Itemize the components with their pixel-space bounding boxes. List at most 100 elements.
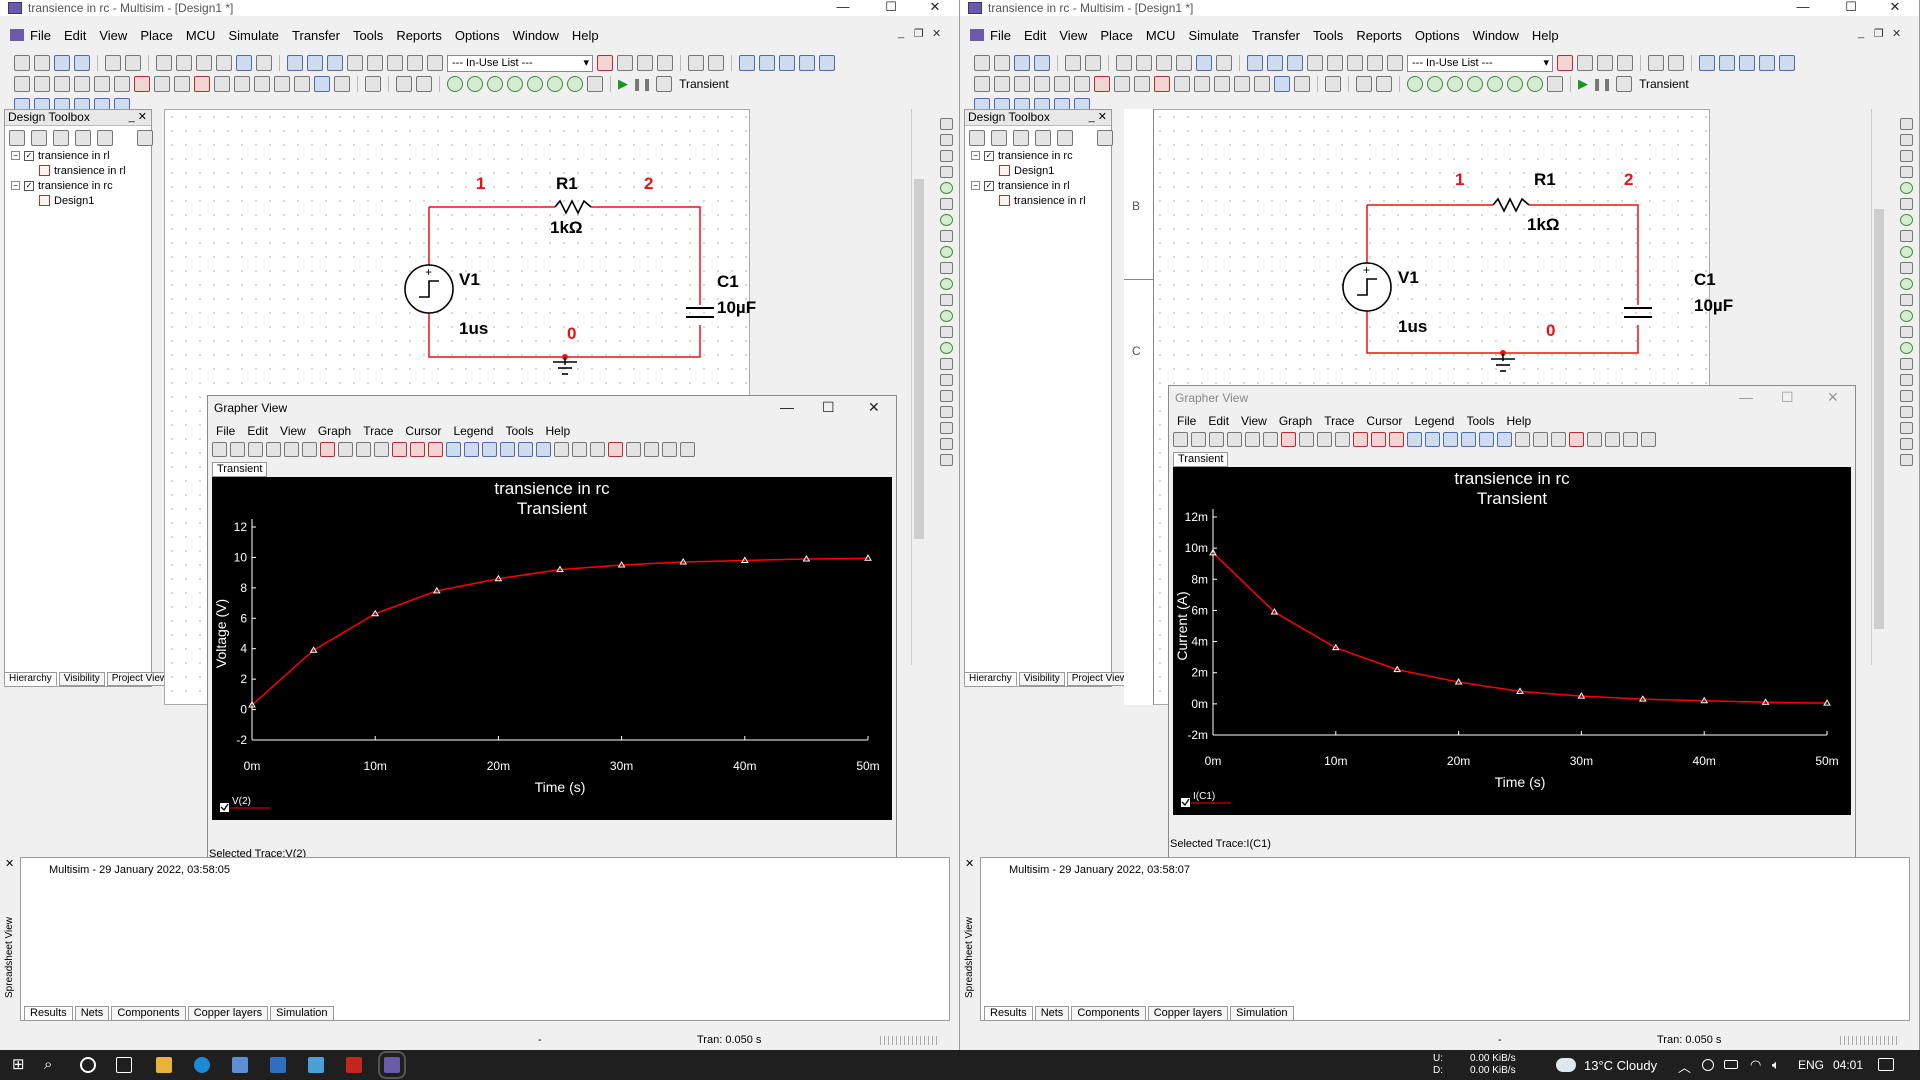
function-generator-icon[interactable] [939, 134, 953, 146]
open-icon[interactable] [1173, 432, 1188, 447]
grapher-menu-cursor[interactable]: Cursor [1366, 414, 1403, 428]
zoom-in-icon[interactable] [739, 55, 755, 71]
grapher-maximize-icon[interactable]: ☐ [822, 399, 835, 415]
zoom-sheet-icon[interactable] [799, 55, 815, 71]
overlay-traces-icon[interactable] [608, 442, 623, 457]
cursors-icon[interactable] [1317, 432, 1332, 447]
zoom-x-icon[interactable] [500, 442, 515, 457]
black-background-icon[interactable] [1335, 432, 1350, 447]
menu-simulate[interactable]: Simulate [1188, 27, 1240, 43]
grapher-menu-file[interactable]: File [216, 424, 236, 438]
misc-icon[interactable] [1214, 76, 1230, 92]
paste-icon[interactable] [1263, 432, 1278, 447]
oscilloscope-icon[interactable] [939, 166, 953, 178]
toolbox-settings-icon[interactable] [1097, 130, 1113, 146]
probe-reference-icon[interactable] [527, 76, 543, 92]
acrobat-icon[interactable] [346, 1057, 362, 1073]
grapher-menu-view[interactable]: View [280, 424, 306, 438]
bus-icon[interactable] [365, 76, 381, 92]
component-wizard-icon[interactable] [387, 55, 403, 71]
black-background-icon[interactable] [374, 442, 389, 457]
measurement-probe-icon[interactable] [939, 454, 953, 466]
ni-elvis-icon[interactable] [939, 422, 953, 434]
source-icon[interactable] [974, 76, 990, 92]
logic-converter-icon[interactable] [1899, 246, 1913, 258]
export-icon[interactable] [626, 442, 641, 457]
spreadsheet-close-icon[interactable]: ✕ [5, 858, 15, 870]
pan-icon[interactable] [1515, 432, 1530, 447]
tab-copper-layers[interactable]: Copper layers [187, 1006, 269, 1021]
tree-node[interactable]: Design1 [5, 193, 151, 208]
grapher-menu-cursor[interactable]: Cursor [405, 424, 442, 438]
power-icon[interactable] [234, 76, 250, 92]
grapher-minimize-icon[interactable]: — [780, 399, 794, 415]
tab-results[interactable]: Results [24, 1006, 73, 1021]
electrical-rules-icon[interactable] [1367, 55, 1383, 71]
open-sample-icon[interactable] [54, 55, 70, 71]
find-examples-icon[interactable] [688, 55, 704, 71]
menu-mcu[interactable]: MCU [185, 27, 216, 43]
wifi-icon[interactable]: ◠ [1750, 1057, 1762, 1072]
undo-icon[interactable] [1196, 55, 1212, 71]
probe-voltage-icon[interactable] [447, 76, 463, 92]
file-explorer-icon[interactable] [156, 1057, 172, 1073]
menu-help[interactable]: Help [1531, 27, 1559, 43]
zoom-out-icon[interactable] [759, 55, 775, 71]
tab-nets[interactable]: Nets [74, 1006, 110, 1021]
logic-converter-icon[interactable] [939, 246, 953, 258]
ni-components-icon[interactable] [1274, 76, 1290, 92]
run-simulation-icon[interactable]: ▶ [618, 76, 628, 91]
show-both-icon[interactable] [428, 442, 443, 457]
measurement-probe-icon[interactable] [1899, 454, 1913, 466]
new-icon[interactable] [974, 55, 990, 71]
probe-power-icon[interactable] [487, 76, 503, 92]
cloudy-weather-icon[interactable] [1556, 1058, 1576, 1072]
grapher-maximize-icon[interactable]: ☐ [1781, 389, 1794, 405]
collapse-icon[interactable]: − [971, 151, 980, 160]
save-icon[interactable] [230, 442, 245, 457]
help-icon[interactable] [708, 55, 724, 71]
probe-reference-icon[interactable] [1487, 76, 1503, 92]
spectrum-analyzer-icon[interactable] [1899, 310, 1913, 322]
open-design-icon[interactable] [31, 130, 47, 146]
grid-icon[interactable] [1281, 432, 1296, 447]
copy-icon[interactable] [1245, 432, 1260, 447]
place-hb-icon[interactable] [1376, 76, 1392, 92]
agilent-scope-icon[interactable] [939, 374, 953, 386]
tab-simulation[interactable]: Simulation [270, 1006, 334, 1021]
rf-icon[interactable] [274, 76, 290, 92]
minimize-icon[interactable]: — [836, 0, 850, 14]
probe-digital-icon[interactable] [547, 76, 563, 92]
save-icon[interactable] [1191, 432, 1206, 447]
search-icon[interactable]: ⌕ [44, 1056, 53, 1073]
back-annotate-icon[interactable] [637, 55, 653, 71]
remote-desktop-icon[interactable] [308, 1057, 324, 1073]
grapher-minimize-icon[interactable]: — [1739, 389, 1753, 405]
show-markers-icon[interactable] [410, 442, 425, 457]
checkbox-icon[interactable]: ✓ [984, 150, 994, 161]
multisim-taskbar-icon[interactable] [378, 1051, 406, 1079]
function-generator-icon[interactable] [1899, 134, 1913, 146]
probe-differential-icon[interactable] [507, 76, 523, 92]
show-lines-icon[interactable] [392, 442, 407, 457]
chevron-up-icon[interactable]: ︿ [1678, 1060, 1692, 1075]
probe-icon[interactable] [1557, 55, 1573, 71]
export-excel-icon[interactable] [1623, 432, 1638, 447]
r1-value[interactable]: 1kΩ [550, 218, 583, 237]
labview-icon[interactable] [939, 406, 953, 418]
battery-icon[interactable] [1724, 1060, 1738, 1069]
agilent-multimeter-icon[interactable] [939, 358, 953, 370]
toggle-fullscreen-icon[interactable] [1247, 55, 1263, 71]
c1-name[interactable]: C1 [1694, 270, 1716, 289]
forward-annotate-icon[interactable] [657, 55, 673, 71]
word-generator-icon[interactable] [939, 230, 953, 242]
advanced-peripherals-icon[interactable] [1134, 76, 1150, 92]
properties-icon[interactable] [644, 442, 659, 457]
checkbox-icon[interactable]: ✓ [984, 180, 994, 191]
spreadsheet-close-icon[interactable]: ✕ [965, 858, 975, 870]
zoom-area-icon[interactable] [1443, 432, 1458, 447]
grapher-close-icon[interactable]: ✕ [868, 399, 880, 415]
menu-place[interactable]: Place [140, 27, 173, 43]
